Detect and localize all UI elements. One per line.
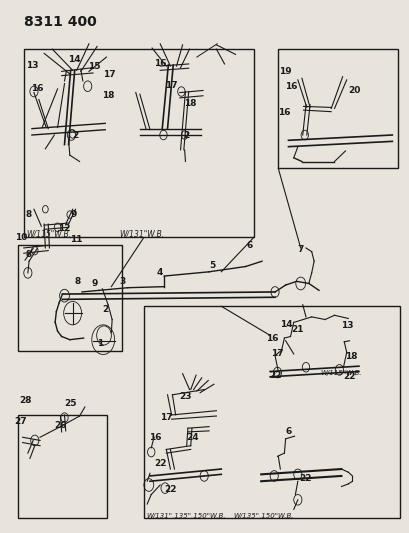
Text: 1: 1 [97, 339, 103, 348]
Text: 27: 27 [15, 417, 27, 426]
Text: 7: 7 [297, 245, 303, 254]
Text: 16: 16 [284, 82, 297, 91]
Text: 13: 13 [340, 321, 353, 330]
Text: 8311 400: 8311 400 [24, 14, 96, 29]
Text: 28: 28 [19, 395, 31, 405]
Text: 16: 16 [277, 108, 290, 117]
Text: 22: 22 [299, 474, 312, 483]
Text: 3: 3 [119, 277, 126, 286]
Text: 22: 22 [342, 372, 355, 381]
Text: 24: 24 [186, 433, 199, 442]
Text: 18: 18 [344, 352, 356, 361]
Text: W/115"W.B.: W/115"W.B. [26, 229, 71, 238]
Text: W/131",135",150"W.B.: W/131",135",150"W.B. [146, 513, 225, 519]
Text: 6: 6 [285, 427, 291, 437]
Text: 17: 17 [103, 70, 115, 79]
Text: 26: 26 [54, 421, 67, 430]
Text: 9: 9 [91, 279, 97, 288]
Text: 19: 19 [279, 67, 291, 76]
Text: 14: 14 [67, 55, 80, 64]
Text: 5: 5 [209, 261, 215, 270]
Text: 11: 11 [70, 236, 83, 245]
Text: W/135",150"W.B.: W/135",150"W.B. [233, 513, 293, 519]
Bar [24, 49, 253, 237]
Text: 22: 22 [268, 370, 281, 379]
Bar [18, 415, 107, 519]
Text: 16: 16 [149, 433, 161, 442]
Text: 16: 16 [265, 334, 278, 343]
Text: 10: 10 [15, 233, 27, 242]
Text: 22: 22 [164, 484, 176, 494]
Text: 18: 18 [184, 99, 196, 108]
Text: 4: 4 [157, 268, 163, 277]
Text: 8: 8 [26, 251, 32, 260]
Text: 20: 20 [348, 86, 360, 95]
Text: 12: 12 [58, 224, 71, 233]
Text: 17: 17 [270, 350, 283, 359]
Text: 15: 15 [88, 62, 100, 70]
Bar [144, 306, 400, 519]
Text: 14: 14 [279, 320, 292, 329]
Text: 21: 21 [291, 325, 303, 334]
Text: 9: 9 [70, 210, 77, 219]
Text: 8: 8 [74, 277, 81, 286]
Text: 16: 16 [31, 84, 43, 93]
Text: 17: 17 [160, 413, 172, 422]
Text: 6: 6 [246, 241, 252, 250]
Text: W/131"W.B.: W/131"W.B. [119, 229, 164, 238]
Text: 13: 13 [26, 61, 38, 69]
Text: 18: 18 [101, 91, 114, 100]
Text: 23: 23 [179, 392, 191, 401]
Text: 17: 17 [165, 80, 178, 90]
Text: 8: 8 [26, 210, 32, 219]
Text: 2: 2 [102, 305, 108, 314]
Text: 16: 16 [154, 60, 166, 68]
Text: 2: 2 [72, 131, 79, 140]
Text: 22: 22 [154, 459, 166, 469]
Text: 2: 2 [183, 131, 189, 140]
Bar [18, 245, 121, 351]
Text: 25: 25 [64, 399, 76, 408]
Text: W/115"W.B.: W/115"W.B. [319, 369, 360, 376]
Bar [278, 49, 398, 168]
